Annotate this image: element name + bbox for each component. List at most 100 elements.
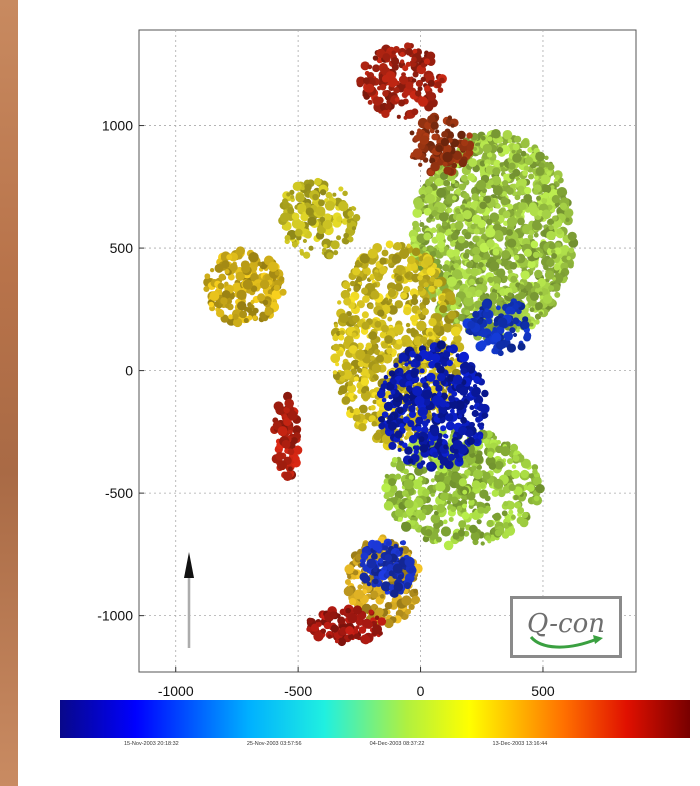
data-point [483, 438, 490, 445]
data-point [495, 305, 501, 311]
data-point [221, 290, 231, 299]
data-point [531, 464, 539, 471]
data-point [516, 516, 525, 525]
data-point [476, 519, 482, 525]
data-point [371, 540, 382, 551]
data-point [523, 193, 532, 203]
data-point [421, 185, 426, 191]
data-point [529, 322, 534, 327]
data-point [428, 175, 435, 183]
data-point [402, 342, 407, 347]
data-point [512, 153, 522, 163]
data-point [208, 301, 215, 308]
data-point [476, 318, 483, 325]
data-point [554, 242, 562, 250]
data-point [369, 275, 375, 281]
data-point [397, 574, 404, 580]
data-point [397, 447, 402, 452]
data-point [378, 416, 386, 423]
data-point [491, 332, 502, 343]
data-point [438, 294, 446, 302]
data-point [393, 543, 399, 549]
data-point [368, 303, 374, 310]
data-point [386, 419, 392, 425]
data-point [362, 295, 370, 303]
data-point [534, 175, 539, 181]
data-point [405, 61, 411, 67]
data-point [534, 282, 541, 289]
data-point [385, 240, 394, 249]
data-point [456, 213, 465, 223]
data-point [489, 212, 500, 223]
data-point [252, 315, 258, 321]
data-point [382, 90, 389, 97]
data-point [412, 148, 423, 158]
data-point [232, 313, 239, 320]
data-point [470, 223, 476, 230]
data-point [458, 426, 468, 436]
data-point [348, 345, 358, 354]
data-point [341, 396, 351, 405]
data-point [367, 248, 378, 259]
data-point [520, 270, 530, 280]
data-point [324, 200, 335, 211]
data-point [518, 291, 526, 300]
data-point [412, 385, 423, 396]
data-point [396, 338, 403, 345]
data-point [479, 329, 488, 338]
data-point [446, 276, 457, 287]
data-point [427, 91, 437, 101]
data-point [506, 187, 514, 195]
data-point [535, 484, 545, 494]
data-point [495, 203, 501, 209]
y-tick-label: -1000 [97, 608, 133, 624]
data-point [381, 483, 391, 493]
data-point [502, 210, 511, 219]
data-point [408, 474, 414, 480]
data-point [494, 460, 504, 470]
data-point [478, 196, 484, 201]
data-point [408, 229, 419, 240]
data-point [440, 137, 450, 147]
data-point [513, 135, 522, 143]
data-point [424, 186, 433, 194]
data-point [387, 259, 393, 264]
data-point [443, 540, 454, 551]
data-point [424, 193, 436, 204]
data-point [529, 291, 539, 301]
data-point [438, 405, 448, 415]
data-point [353, 376, 359, 382]
data-point [484, 308, 489, 313]
data-point [448, 395, 456, 403]
data-point [287, 448, 295, 456]
data-point [264, 307, 273, 316]
data-point [398, 248, 410, 259]
data-point [409, 130, 415, 136]
data-point [485, 227, 496, 238]
data-point [215, 309, 225, 318]
data-point [447, 115, 452, 120]
data-point [535, 301, 543, 310]
data-point [404, 42, 412, 50]
data-point [419, 336, 428, 345]
data-point [400, 521, 412, 532]
data-point [526, 484, 535, 492]
data-point [448, 400, 459, 410]
data-point [343, 586, 354, 597]
data-point [536, 195, 542, 201]
data-point [399, 75, 409, 85]
data-point [518, 202, 527, 211]
data-point [538, 311, 544, 316]
data-point [407, 458, 414, 464]
data-point [264, 274, 271, 281]
data-point [431, 297, 437, 303]
data-point [456, 505, 463, 512]
data-point [509, 327, 516, 334]
data-point [482, 309, 492, 319]
data-point [204, 273, 211, 280]
data-point [523, 248, 532, 257]
data-point [378, 422, 385, 430]
data-point [529, 206, 540, 217]
data-point [380, 324, 389, 333]
data-point [514, 194, 520, 201]
